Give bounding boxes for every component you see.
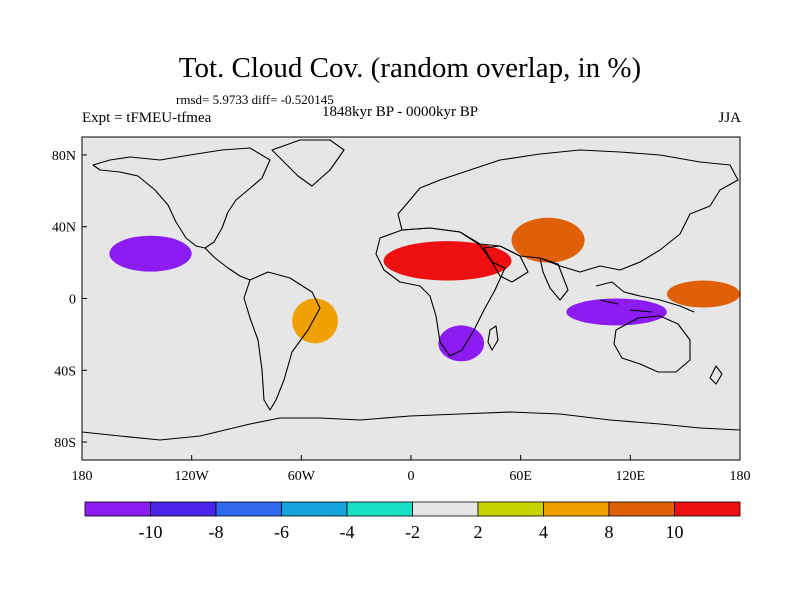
coastline-madagascar bbox=[487, 325, 499, 351]
y-tick-label: 80S bbox=[54, 436, 76, 451]
coastline-new-zealand bbox=[709, 365, 723, 385]
map-background bbox=[82, 137, 740, 460]
colorbar-bin-2 bbox=[215, 501, 282, 517]
colorbar-label: -6 bbox=[274, 522, 289, 542]
experiment-label: Expt = tFMEU-tfmea bbox=[82, 110, 212, 126]
x-tick-label: 120E bbox=[616, 469, 646, 484]
map-axes: 180 120W 60W 0 60E 120E 180 80N 40N 0 40S 80S bbox=[52, 149, 751, 484]
x-tick-label: 60W bbox=[288, 469, 316, 484]
field-region-6 bbox=[666, 280, 740, 308]
coastlines bbox=[82, 139, 740, 441]
stats-line: rmsd= 5.9733 diff= -0.520145 bbox=[176, 92, 334, 107]
colorbar-bin-4 bbox=[346, 501, 413, 517]
x-tick-label: 180 bbox=[730, 469, 751, 484]
x-tick-label: 60E bbox=[509, 469, 532, 484]
colorbar-label: 8 bbox=[605, 522, 614, 542]
field-region-1 bbox=[511, 217, 585, 263]
season-label: JJA bbox=[718, 110, 741, 126]
coastline-central-america bbox=[204, 247, 251, 281]
x-tick-label: 180 bbox=[72, 469, 93, 484]
chart-title: Tot. Cloud Cov. (random overlap, in %) bbox=[178, 52, 642, 84]
y-tick-label: 80N bbox=[52, 149, 76, 164]
colorbar-label: -4 bbox=[340, 522, 355, 542]
x-tick-label: 0 bbox=[408, 469, 415, 484]
colorbar-bin-5 bbox=[412, 501, 479, 517]
field-region-4 bbox=[438, 325, 485, 362]
anomaly-field bbox=[109, 217, 740, 362]
coastline-australia bbox=[613, 315, 691, 373]
colorbar: -10 -8 -6 -4 -2 2 4 8 10 bbox=[84, 501, 741, 542]
field-region-3 bbox=[566, 298, 667, 326]
x-tick-label: 120W bbox=[175, 469, 210, 484]
colorbar-label: 4 bbox=[539, 522, 548, 542]
colorbar-label: -8 bbox=[209, 522, 224, 542]
colorbar-label: 2 bbox=[474, 522, 483, 542]
colorbar-bin-0 bbox=[84, 501, 151, 517]
coastline-antarctica bbox=[82, 411, 740, 441]
colorbar-label: -10 bbox=[139, 522, 163, 542]
field-region-5 bbox=[292, 298, 338, 344]
field-region-2 bbox=[109, 235, 192, 272]
coastline-india bbox=[539, 257, 569, 301]
colorbar-bin-6 bbox=[477, 501, 544, 517]
coastline-maritime-continent bbox=[595, 281, 695, 313]
coastline-north-america bbox=[92, 147, 271, 249]
period-label: 1848kyr BP - 0000kyr BP bbox=[322, 104, 479, 120]
colorbar-bin-7 bbox=[543, 501, 610, 517]
colorbar-bin-3 bbox=[281, 501, 348, 517]
coastline-arabia bbox=[483, 245, 529, 283]
colorbar-bin-8 bbox=[608, 501, 675, 517]
colorbar-label: 10 bbox=[666, 522, 684, 542]
y-tick-label: 40S bbox=[54, 364, 76, 379]
colorbar-label: -2 bbox=[405, 522, 420, 542]
coastline-south-america bbox=[243, 271, 321, 411]
field-region-0 bbox=[383, 241, 512, 281]
y-tick-label: 40N bbox=[52, 221, 76, 236]
colorbar-bin-9 bbox=[674, 501, 741, 517]
colorbar-bin-1 bbox=[150, 501, 217, 517]
y-tick-label: 0 bbox=[69, 293, 76, 308]
coastline-greenland bbox=[271, 139, 345, 187]
